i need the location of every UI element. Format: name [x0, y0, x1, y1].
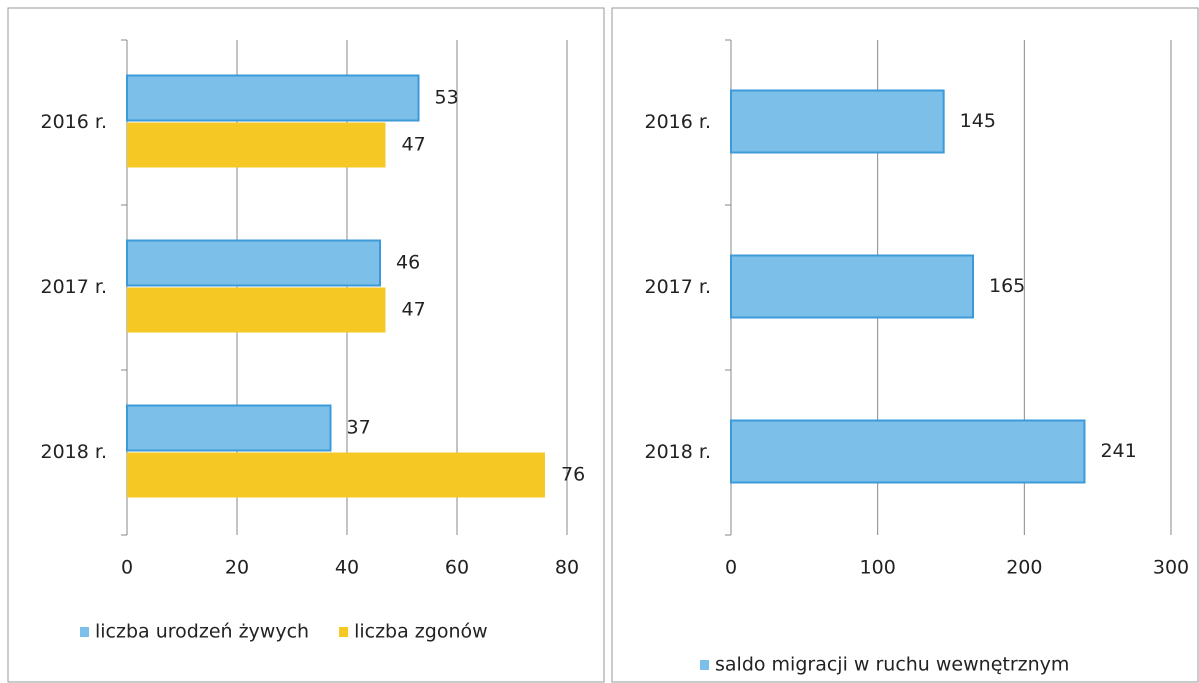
data-label: 47 [402, 299, 426, 321]
x-tick-label: 200 [1006, 557, 1042, 579]
legend-swatch [80, 627, 89, 637]
y-tick-label: 2016 r. [645, 111, 712, 133]
legend-label: liczba zgonów [354, 621, 488, 643]
data-label: 37 [347, 417, 371, 439]
bar [126, 239, 381, 287]
x-tick-label: 20 [225, 557, 249, 579]
bar [127, 122, 386, 168]
x-tick-label: 0 [725, 557, 737, 579]
bar [730, 254, 974, 319]
data-label: 165 [989, 275, 1025, 297]
y-tick-label: 2017 r. [41, 276, 108, 298]
legend-label: liczba urodzeń żywych [95, 621, 309, 643]
legend-swatch [700, 660, 709, 670]
data-label: 47 [402, 134, 426, 156]
panel-border [611, 7, 1199, 683]
data-label: 53 [435, 87, 459, 109]
x-tick-label: 100 [860, 557, 896, 579]
bar [126, 404, 332, 452]
data-label: 76 [561, 464, 585, 486]
panel-border [7, 7, 605, 683]
data-label: 241 [1100, 440, 1136, 462]
legend-label: saldo migracji w ruchu wewnętrznym [715, 654, 1069, 676]
y-tick-label: 2018 r. [41, 441, 108, 463]
bar [730, 419, 1086, 484]
legend-swatch [339, 627, 349, 637]
bar [127, 452, 545, 498]
y-tick-label: 2017 r. [645, 276, 712, 298]
bar [127, 287, 386, 333]
x-tick-label: 80 [555, 557, 579, 579]
x-tick-label: 60 [445, 557, 469, 579]
data-label: 46 [396, 252, 420, 274]
bar [730, 89, 945, 154]
bar [126, 74, 420, 122]
data-label: 145 [960, 110, 996, 132]
x-tick-label: 0 [121, 557, 133, 579]
y-tick-label: 2016 r. [41, 111, 108, 133]
y-tick-label: 2018 r. [645, 441, 712, 463]
x-tick-label: 40 [335, 557, 359, 579]
x-tick-label: 300 [1153, 557, 1189, 579]
